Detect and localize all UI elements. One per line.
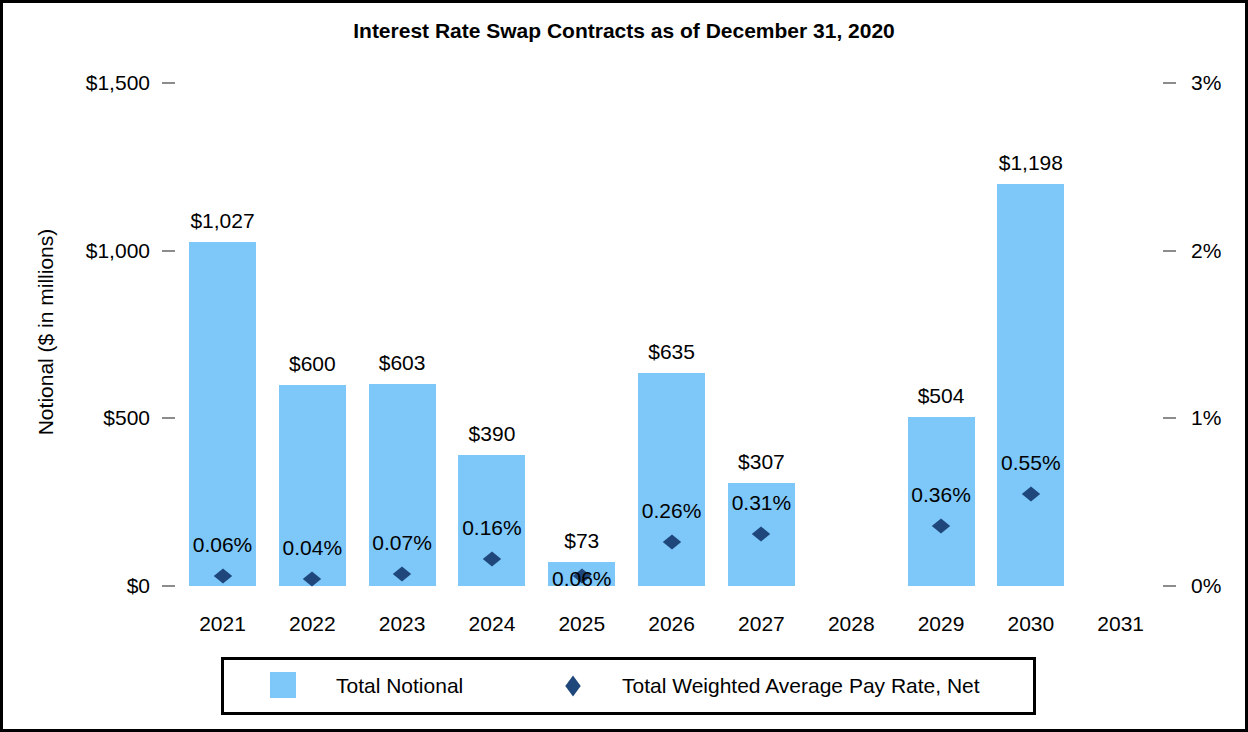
y-axis-tick-label: $1,500 xyxy=(20,70,150,96)
y2-axis-tick-mark xyxy=(1163,585,1176,587)
y-axis-tick-label: $0 xyxy=(20,573,150,599)
y2-axis-tick-mark xyxy=(1163,82,1176,84)
bar-total-notional xyxy=(997,184,1064,586)
x-axis-tick-label: 2026 xyxy=(627,611,717,637)
rate-value-label: 0.16% xyxy=(442,515,542,541)
rate-value-label: 0.07% xyxy=(352,530,452,556)
y2-axis-tick-mark xyxy=(1163,250,1176,252)
bar-value-label: $307 xyxy=(701,449,821,475)
rate-value-label: 0.31% xyxy=(711,490,811,516)
rate-value-label: 0.55% xyxy=(981,450,1081,476)
y-axis-tick-mark xyxy=(162,250,175,252)
x-axis-tick-label: 2029 xyxy=(896,611,986,637)
x-axis-tick-label: 2021 xyxy=(178,611,268,637)
y2-axis-tick-label: 0% xyxy=(1191,573,1248,599)
bar-value-label: $603 xyxy=(342,350,462,376)
legend-label-total-notional: Total Notional xyxy=(336,673,463,699)
rate-value-label: 0.26% xyxy=(622,498,722,524)
bar-total-notional xyxy=(638,373,705,586)
y-axis-tick-label: $500 xyxy=(20,405,150,431)
plot-area: $1,500$1,000$500$03%2%1%0%20212022202320… xyxy=(0,0,1248,732)
bar-value-label: $1,027 xyxy=(163,208,283,234)
x-axis-tick-label: 2028 xyxy=(806,611,896,637)
legend: Total Notional Total Weighted Average Pa… xyxy=(221,657,1036,715)
legend-swatch-total-notional xyxy=(270,672,296,698)
y-axis-tick-mark xyxy=(162,82,175,84)
y2-axis-tick-label: 2% xyxy=(1191,238,1248,264)
y-axis-tick-label: $1,000 xyxy=(20,238,150,264)
bar-value-label: $504 xyxy=(881,383,1001,409)
rate-value-label: 0.06% xyxy=(532,566,632,592)
rate-value-label: 0.36% xyxy=(891,482,991,508)
y2-axis-tick-mark xyxy=(1163,417,1176,419)
y-axis-tick-mark xyxy=(162,417,175,419)
bar-value-label: $635 xyxy=(612,339,732,365)
x-axis-tick-label: 2031 xyxy=(1076,611,1166,637)
rate-value-label: 0.06% xyxy=(173,532,273,558)
rate-value-label: 0.04% xyxy=(262,535,362,561)
x-axis-tick-label: 2023 xyxy=(357,611,447,637)
y2-axis-tick-label: 1% xyxy=(1191,405,1248,431)
x-axis-tick-label: 2030 xyxy=(986,611,1076,637)
y-axis-tick-mark xyxy=(162,585,175,587)
y2-axis-tick-label: 3% xyxy=(1191,70,1248,96)
chart-frame: Interest Rate Swap Contracts as of Decem… xyxy=(0,0,1248,732)
x-axis-tick-label: 2027 xyxy=(716,611,806,637)
bar-value-label: $390 xyxy=(432,421,552,447)
x-axis-tick-label: 2025 xyxy=(537,611,627,637)
legend-marker-diamond-icon xyxy=(565,676,580,697)
legend-label-pay-rate: Total Weighted Average Pay Rate, Net xyxy=(622,673,980,699)
x-axis-tick-label: 2024 xyxy=(447,611,537,637)
x-axis-tick-label: 2022 xyxy=(267,611,357,637)
bar-value-label: $1,198 xyxy=(971,150,1091,176)
